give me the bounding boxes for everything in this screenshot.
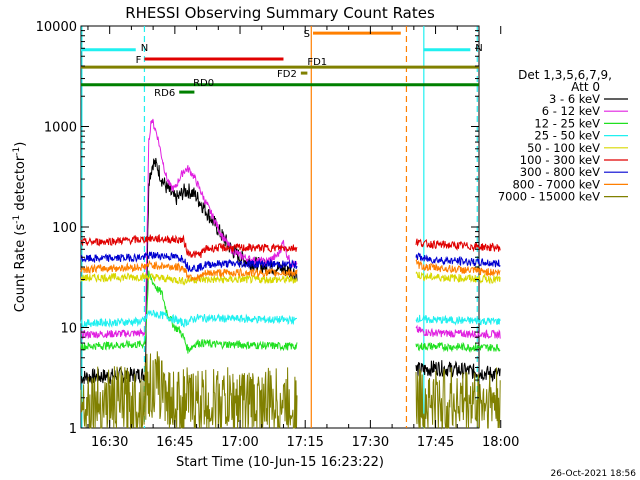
x-axis: 16:30 16:45 17:00 17:15 17:30 17:45 18:00	[87, 26, 519, 450]
flag-label: RD0	[193, 78, 214, 89]
chart-title: RHESSI Observing Summary Count Rates	[125, 4, 435, 22]
y-axis-label-sup1: -1	[12, 215, 22, 224]
series-line-4	[80, 271, 501, 286]
series-line-7	[80, 258, 501, 282]
series-line-2	[80, 270, 501, 354]
y-axis-label-end: )	[13, 142, 28, 147]
legend-entry-label: 800 - 7000 keV	[512, 177, 600, 191]
series-layer	[80, 118, 501, 430]
legend-entry-label: 25 - 50 keV	[534, 129, 600, 143]
x-tick-label: 16:45	[156, 435, 193, 450]
flag-label: RD6	[154, 88, 175, 99]
y-tick-label: 10	[60, 322, 77, 337]
legend-entry-label: 3 - 6 keV	[549, 92, 600, 106]
y-tick-label: 1	[69, 422, 77, 437]
y-tick-label: 100	[52, 221, 77, 236]
x-axis-label: Start Time (10-Jun-15 16:23:22)	[176, 455, 384, 470]
x-tick-label: 18:00	[482, 435, 519, 450]
y-tick-label: 1000	[44, 121, 77, 136]
y-axis-label-mid: detector	[13, 155, 28, 215]
flag-label: S	[304, 29, 310, 40]
flag-label: FD1	[307, 57, 327, 68]
series-line-6	[80, 251, 501, 273]
y-axis-label-main: Count Rate (s	[13, 224, 28, 313]
y-axis: 1 10 100 1000 10000	[36, 20, 479, 437]
mode-boundary-lines	[81, 26, 478, 428]
x-tick-label: 17:45	[417, 435, 454, 450]
flag-label: N	[141, 43, 148, 54]
flag-label: N	[475, 43, 482, 54]
plot-frame	[80, 25, 480, 429]
legend-entry-label: 100 - 300 keV	[520, 153, 600, 167]
legend-entry-label: 300 - 800 keV	[520, 165, 600, 179]
legend-header: Det 1,3,5,6,7,9,	[518, 68, 612, 82]
legend-entry-label: 7000 - 15000 keV	[498, 190, 600, 204]
y-axis-label-sup2: -1	[12, 147, 22, 156]
x-tick-label: 16:30	[91, 435, 128, 450]
legend-entry-label: 12 - 25 keV	[534, 116, 600, 130]
series-line-5	[80, 234, 501, 258]
series-line-8	[80, 351, 501, 430]
x-tick-label: 17:30	[352, 435, 389, 450]
y-axis-label: Count Rate (s-1 detector-1)	[12, 142, 28, 313]
legend-entry-label: 50 - 100 keV	[527, 141, 600, 155]
legend-entry-label: 6 - 12 keV	[542, 104, 600, 118]
flag-label: FD2	[277, 69, 297, 80]
legend-header-2: Att 0	[571, 80, 600, 94]
x-tick-label: 17:15	[286, 435, 323, 450]
timestamp: 26-Oct-2021 18:56	[551, 469, 637, 479]
y-tick-label: 10000	[36, 20, 77, 35]
series-line-1	[80, 118, 501, 340]
series-line-3	[80, 309, 501, 329]
x-tick-label: 17:00	[221, 435, 258, 450]
flag-label: F	[136, 55, 142, 66]
